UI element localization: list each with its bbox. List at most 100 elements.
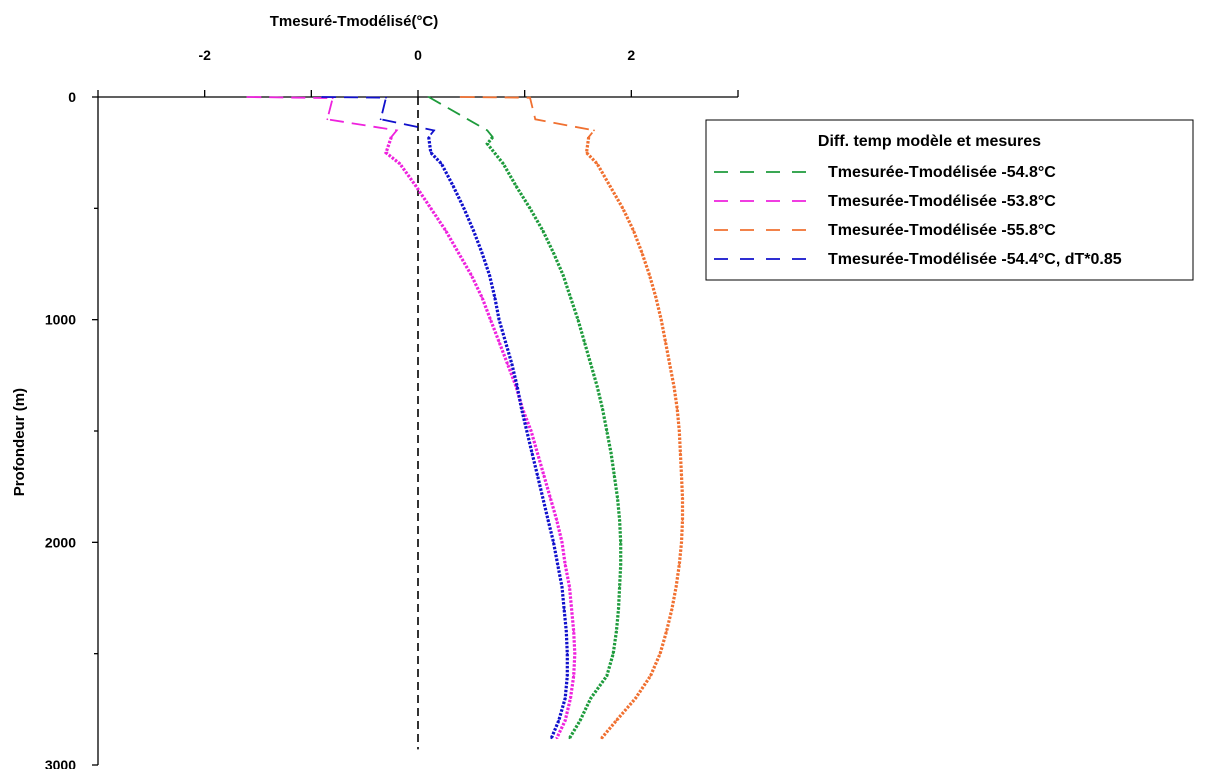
series-1	[427, 96, 623, 740]
data-point	[678, 430, 681, 432]
data-point	[429, 207, 432, 210]
data-point	[615, 630, 618, 633]
data-point	[561, 585, 563, 588]
data-point	[427, 136, 430, 138]
y-tick-label: 1000	[45, 312, 76, 328]
data-point	[486, 142, 489, 145]
data-point	[555, 737, 558, 740]
series-3	[459, 96, 685, 740]
series-line	[584, 136, 685, 740]
data-point	[587, 136, 590, 138]
data-point	[670, 608, 673, 611]
data-point	[510, 363, 513, 366]
legend-item: Tmesurée-Tmodélisée -55.8°C	[714, 222, 1056, 239]
data-point	[481, 251, 483, 254]
x-axis-title: Tmesuré-Tmodélisé(°C)	[270, 13, 439, 30]
data-point	[562, 274, 564, 277]
data-point	[481, 296, 483, 299]
series-line	[321, 96, 436, 138]
data-point	[395, 129, 398, 132]
data-point	[552, 251, 555, 254]
data-point	[561, 541, 563, 544]
data-point	[498, 318, 500, 321]
data-point	[632, 229, 635, 232]
data-point	[589, 363, 592, 366]
data-point	[550, 737, 553, 740]
data-point	[493, 296, 496, 299]
series-2	[246, 96, 577, 740]
data-point	[531, 452, 534, 455]
y-axis-title: Profondeur (m)	[11, 388, 28, 496]
data-point	[462, 207, 465, 210]
data-point	[555, 519, 558, 521]
data-point	[564, 719, 567, 722]
legend-label: Tmesurée-Tmodélisée -54.4°C, dT*0.85	[828, 251, 1122, 268]
data-point	[530, 430, 532, 432]
data-point	[600, 737, 603, 740]
data-point	[564, 697, 567, 700]
data-point	[569, 697, 572, 700]
series-line	[460, 96, 596, 138]
data-point	[326, 118, 329, 121]
data-point	[596, 162, 599, 165]
data-point	[569, 296, 572, 299]
data-point	[678, 563, 681, 566]
data-point	[414, 185, 417, 187]
data-point	[612, 652, 615, 655]
data-point	[498, 341, 500, 343]
data-point	[596, 385, 599, 388]
data-point	[601, 407, 604, 410]
data-point	[673, 385, 675, 388]
data-point	[470, 274, 473, 277]
legend-label: Tmesurée-Tmodélisée -55.8°C	[828, 222, 1056, 239]
data-point	[679, 452, 682, 455]
data-point	[534, 118, 537, 121]
data-point	[619, 563, 622, 566]
data-point	[589, 697, 592, 700]
data-point	[525, 430, 528, 432]
data-point	[491, 136, 494, 138]
data-point	[572, 675, 575, 677]
legend-item: Tmesurée-Tmodélisée -54.4°C, dT*0.85	[714, 251, 1122, 268]
data-point	[572, 630, 575, 633]
series-line	[485, 136, 623, 740]
data-point	[529, 96, 531, 99]
data-point	[564, 563, 567, 566]
legend-items: Tmesurée-Tmodélisée -54.8°C Tmesurée-Tmod…	[714, 164, 1122, 268]
data-point	[457, 251, 460, 254]
data-point	[385, 151, 387, 154]
data-point	[542, 474, 545, 477]
series-layer	[246, 96, 685, 740]
data-point	[433, 129, 435, 132]
data-point	[634, 697, 637, 700]
data-point	[390, 136, 393, 138]
legend-title: Diff. temp modèle et mesures	[818, 133, 1041, 150]
data-point	[566, 675, 569, 677]
data-point	[452, 185, 455, 187]
data-point	[566, 652, 569, 655]
data-point	[617, 608, 620, 611]
legend-frame	[705, 119, 1194, 281]
x-tick-label: -2	[198, 47, 211, 63]
data-point	[563, 608, 566, 611]
data-point	[659, 652, 662, 655]
data-point	[529, 207, 531, 210]
legend-item: Tmesurée-Tmodélisée -53.8°C	[714, 193, 1056, 210]
data-point	[379, 118, 382, 121]
data-point	[489, 318, 492, 321]
data-point	[520, 407, 523, 410]
data-point	[641, 251, 643, 254]
series-line	[247, 96, 399, 138]
data-point	[660, 318, 663, 321]
data-point	[613, 474, 616, 477]
legend-label: Tmesurée-Tmodélisée -54.8°C	[828, 164, 1056, 181]
data-point	[321, 96, 323, 98]
legend-label: Tmesurée-Tmodélisée -53.8°C	[828, 193, 1056, 210]
data-point	[654, 296, 657, 299]
data-point	[648, 274, 651, 277]
x-tick-label: 0	[414, 47, 422, 63]
legend-item: Tmesurée-Tmodélisée -54.8°C	[714, 164, 1056, 181]
y-tick-label: 0	[68, 89, 76, 105]
data-point	[605, 430, 608, 432]
